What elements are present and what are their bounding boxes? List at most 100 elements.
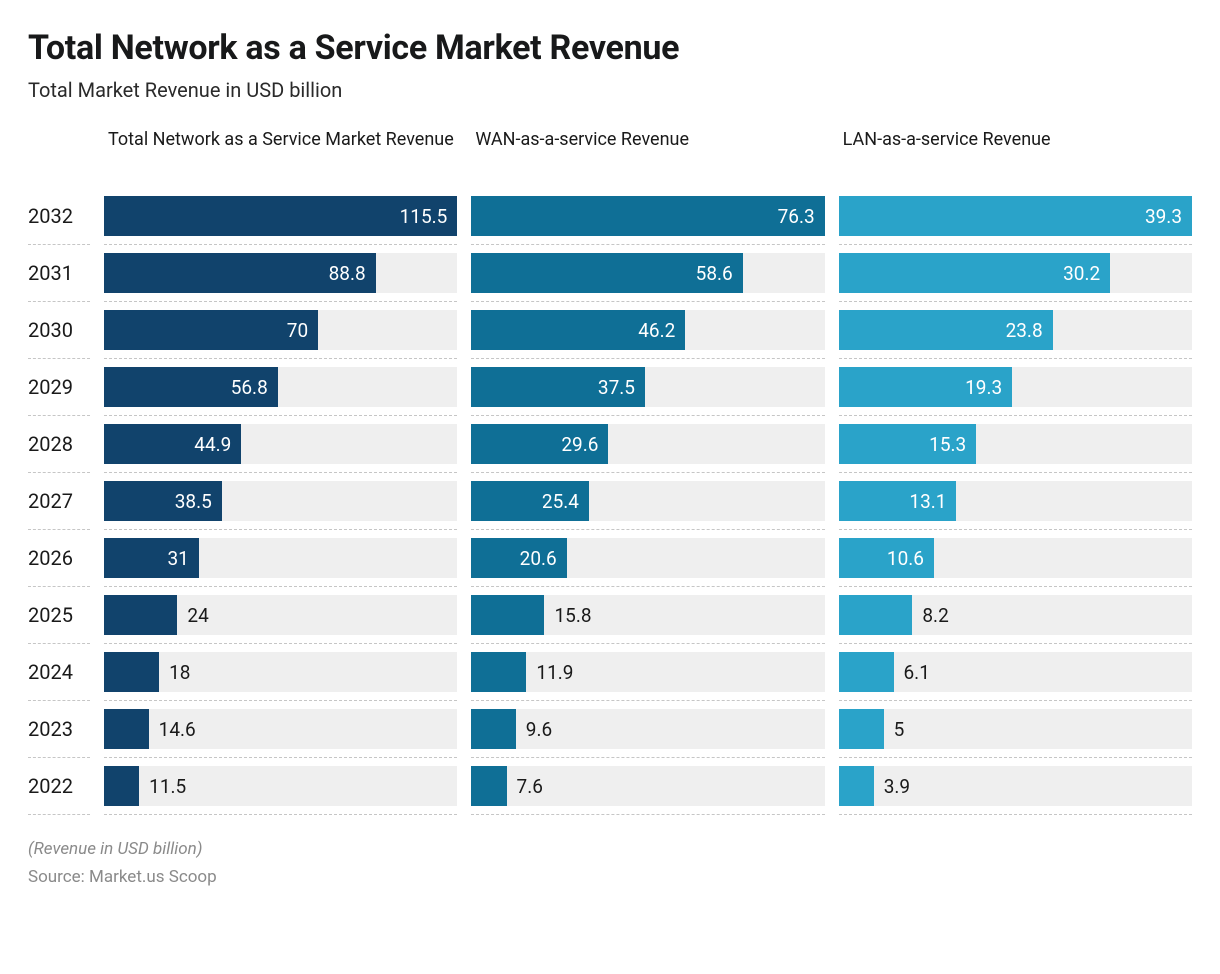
bar-track: 13.1 <box>839 481 1192 521</box>
bar-value-label: 23.8 <box>996 310 1053 350</box>
bar-cell: 25.4 <box>471 473 824 530</box>
bar-track: 23.8 <box>839 310 1192 350</box>
chart-title: Total Network as a Service Market Revenu… <box>28 28 1192 68</box>
bar-fill: 37.5 <box>471 367 645 407</box>
bar-cell: 11.5 <box>104 758 457 815</box>
bar-cell: 37.5 <box>471 359 824 416</box>
bar-value-label: 5 <box>884 709 915 749</box>
bar-track: 6.1 <box>839 652 1192 692</box>
bar-fill: 39.3 <box>839 196 1192 236</box>
year-column-spacer <box>28 124 90 188</box>
bar-cell: 38.5 <box>104 473 457 530</box>
chart-grid: Total Network as a Service Market Revenu… <box>28 124 1192 815</box>
year-label: 2022 <box>28 758 90 815</box>
bar-value-label: 15.3 <box>919 424 976 464</box>
bar-cell: 44.9 <box>104 416 457 473</box>
bar-cell: 23.8 <box>839 302 1192 359</box>
bar-fill: 18 <box>104 652 159 692</box>
bar-value-label: 19.3 <box>955 367 1012 407</box>
chart-subtitle: Total Market Revenue in USD billion <box>28 78 1192 102</box>
bar-value-label: 24 <box>177 595 218 635</box>
year-label: 2024 <box>28 644 90 701</box>
bar-fill: 76.3 <box>471 196 824 236</box>
bar-cell: 18 <box>104 644 457 701</box>
bar-fill: 20.6 <box>471 538 566 578</box>
bar-cell: 9.6 <box>471 701 824 758</box>
bar-fill: 8.2 <box>839 595 913 635</box>
bar-cell: 7.6 <box>471 758 824 815</box>
bar-cell: 10.6 <box>839 530 1192 587</box>
year-label: 2031 <box>28 245 90 302</box>
year-label: 2026 <box>28 530 90 587</box>
bar-fill: 29.6 <box>471 424 608 464</box>
bar-track: 37.5 <box>471 367 824 407</box>
bar-cell: 46.2 <box>471 302 824 359</box>
bar-cell: 115.5 <box>104 188 457 245</box>
bar-value-label: 6.1 <box>894 652 940 692</box>
bar-fill: 58.6 <box>471 253 742 293</box>
bar-cell: 15.3 <box>839 416 1192 473</box>
bar-value-label: 37.5 <box>588 367 645 407</box>
bar-fill: 70 <box>104 310 318 350</box>
year-label: 2023 <box>28 701 90 758</box>
bar-fill: 15.3 <box>839 424 977 464</box>
bar-fill: 115.5 <box>104 196 457 236</box>
bar-track: 3.9 <box>839 766 1192 806</box>
bar-track: 19.3 <box>839 367 1192 407</box>
bar-track: 29.6 <box>471 424 824 464</box>
bar-cell: 30.2 <box>839 245 1192 302</box>
bar-track: 5 <box>839 709 1192 749</box>
bar-fill: 11.5 <box>104 766 139 806</box>
bar-cell: 19.3 <box>839 359 1192 416</box>
bar-fill: 19.3 <box>839 367 1013 407</box>
bar-track: 14.6 <box>104 709 457 749</box>
year-label: 2030 <box>28 302 90 359</box>
bar-value-label: 11.5 <box>139 766 196 806</box>
bar-track: 39.3 <box>839 196 1192 236</box>
bar-value-label: 88.8 <box>319 253 376 293</box>
bar-cell: 20.6 <box>471 530 824 587</box>
bar-fill: 14.6 <box>104 709 149 749</box>
bar-value-label: 10.6 <box>877 538 934 578</box>
bar-value-label: 29.6 <box>551 424 608 464</box>
bar-track: 76.3 <box>471 196 824 236</box>
bar-track: 11.5 <box>104 766 457 806</box>
bar-fill: 11.9 <box>471 652 526 692</box>
bar-track: 88.8 <box>104 253 457 293</box>
bar-fill: 88.8 <box>104 253 376 293</box>
bar-track: 38.5 <box>104 481 457 521</box>
bar-cell: 88.8 <box>104 245 457 302</box>
bar-fill: 23.8 <box>839 310 1053 350</box>
bar-value-label: 76.3 <box>768 196 825 236</box>
bar-fill: 24 <box>104 595 177 635</box>
bar-track: 18 <box>104 652 457 692</box>
bar-track: 15.8 <box>471 595 824 635</box>
bar-track: 56.8 <box>104 367 457 407</box>
bar-value-label: 70 <box>277 310 318 350</box>
bar-value-label: 115.5 <box>390 196 458 236</box>
bar-cell: 29.6 <box>471 416 824 473</box>
bar-value-label: 30.2 <box>1053 253 1110 293</box>
year-label: 2025 <box>28 587 90 644</box>
bar-fill: 10.6 <box>839 538 934 578</box>
bar-cell: 39.3 <box>839 188 1192 245</box>
series-header-total: Total Network as a Service Market Revenu… <box>104 124 457 188</box>
bar-fill: 15.8 <box>471 595 544 635</box>
bar-track: 9.6 <box>471 709 824 749</box>
bar-track: 24 <box>104 595 457 635</box>
bar-value-label: 39.3 <box>1135 196 1192 236</box>
bar-track: 58.6 <box>471 253 824 293</box>
bar-value-label: 9.6 <box>516 709 562 749</box>
chart-source: Source: Market.us Scoop <box>28 867 1192 887</box>
bar-cell: 24 <box>104 587 457 644</box>
bar-cell: 70 <box>104 302 457 359</box>
chart-footnote: (Revenue in USD billion) <box>28 839 1192 859</box>
bar-cell: 56.8 <box>104 359 457 416</box>
bar-track: 70 <box>104 310 457 350</box>
chart-container: Total Network as a Service Market Revenu… <box>0 0 1220 907</box>
bar-fill: 13.1 <box>839 481 957 521</box>
bar-cell: 13.1 <box>839 473 1192 530</box>
bar-value-label: 44.9 <box>184 424 241 464</box>
bar-fill: 56.8 <box>104 367 278 407</box>
bar-fill: 25.4 <box>471 481 589 521</box>
